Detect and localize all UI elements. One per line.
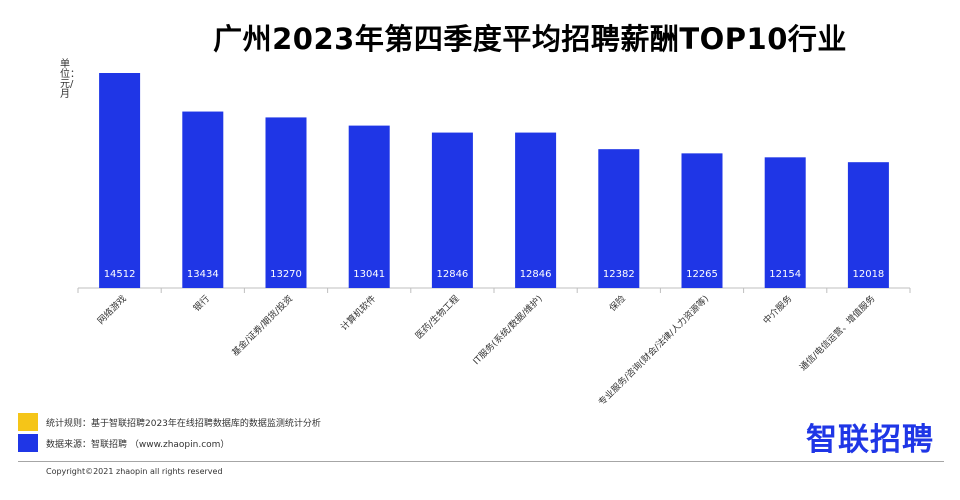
bar-value-label: 12018 (852, 269, 884, 280)
x-tick-label: IT服务(系统/数据/维护) (470, 293, 544, 367)
legend-source-text: 数据来源：智联招聘 （www.zhaopin.com） (46, 439, 230, 450)
bar-value-label: 12154 (769, 269, 801, 280)
footer-divider (18, 461, 944, 462)
legend-rule-text: 统计规则：基于智联招聘2023年在线招聘数据库的数据监测统计分析 (46, 418, 321, 429)
bar-8 (681, 153, 723, 288)
x-tick-label: 保险 (607, 293, 628, 314)
x-tick-label: 银行 (191, 293, 212, 314)
bar-7 (598, 149, 640, 288)
bar-4 (348, 125, 390, 288)
bar-value-label: 13041 (353, 269, 385, 280)
bar-2 (182, 111, 224, 288)
x-tick-label: 网络游戏 (95, 293, 129, 327)
bar-value-label: 13270 (270, 269, 302, 280)
x-tick-label: 计算机软件 (338, 293, 378, 333)
copyright-text: Copyright©2021 zhaopin all rights reserv… (46, 467, 223, 476)
x-tick-label: 医药/生物工程 (413, 293, 462, 342)
bar-10 (847, 162, 889, 288)
bar-9 (764, 157, 806, 288)
legend-source: 数据来源：智联招聘 （www.zhaopin.com） (18, 434, 229, 452)
bar-value-label: 12846 (436, 269, 468, 280)
bar-1 (99, 73, 141, 288)
bar-value-label: 12382 (603, 269, 635, 280)
x-tick-label: 中介服务 (760, 293, 794, 327)
bar-6 (515, 132, 557, 288)
legend-rule-swatch (18, 413, 38, 431)
bar-value-label: 12846 (520, 269, 552, 280)
bar-value-label: 14512 (104, 269, 136, 280)
y-axis-unit-label: 单位：元/月 (60, 59, 80, 100)
chart-title: 广州2023年第四季度平均招聘薪酬TOP10行业 (213, 22, 847, 56)
legend-rule: 统计规则：基于智联招聘2023年在线招聘数据库的数据监测统计分析 (18, 413, 321, 431)
bar-value-label: 12265 (686, 269, 718, 280)
bar-3 (265, 117, 307, 288)
x-tick-label: 通信/电信运营、增值服务 (797, 293, 878, 374)
legend-source-swatch (18, 434, 38, 452)
bar-value-label: 13434 (187, 269, 219, 280)
zhaopin-logo: 智联招聘 (806, 422, 934, 458)
x-tick-label: 基金/证券/期货/投资 (229, 293, 295, 359)
bar-5 (431, 132, 473, 288)
